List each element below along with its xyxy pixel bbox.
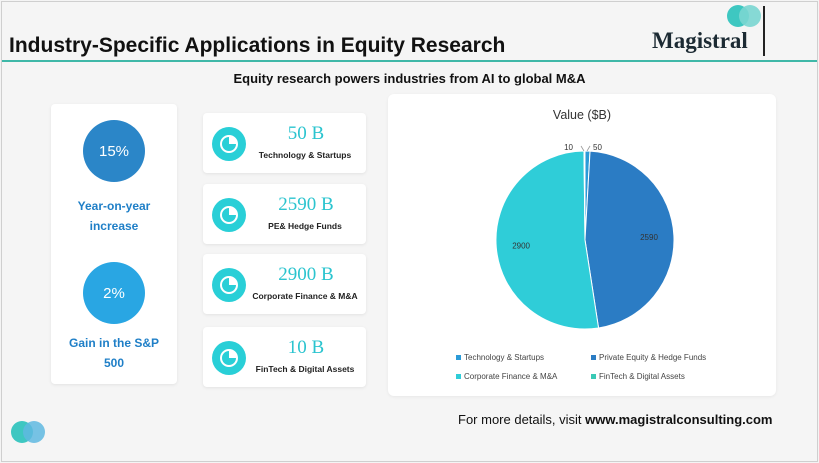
- legend-swatch: [456, 355, 461, 360]
- corner-logo-icon: [11, 421, 47, 443]
- stat-label-sp500: Gain in the S&P 500: [56, 333, 172, 373]
- value-card-technology: 50 B Technology & Startups: [203, 113, 366, 173]
- stat-label-line: increase: [89, 219, 139, 233]
- pie-data-label: 10: [564, 143, 573, 152]
- stat-bubble-yoy: 15%: [83, 120, 145, 182]
- card-value: 10 B: [287, 337, 325, 358]
- footer-prefix: For more details, visit: [458, 412, 586, 427]
- value-card-pe-hedge: 2590 B PE& Hedge Funds: [203, 184, 366, 244]
- logo-divider: [763, 6, 765, 56]
- card-label: Corporate Finance & M&A: [252, 291, 358, 301]
- pie-chart-icon: [212, 268, 246, 302]
- pie-chart-icon: [212, 127, 246, 161]
- pie-data-label: 50: [593, 143, 602, 152]
- logo-mark-icon: [727, 5, 767, 27]
- legend-swatch: [591, 355, 596, 360]
- value-card-corporate-finance: 2900 B Corporate Finance & M&A: [203, 254, 366, 314]
- stat-label-line: Gain in the S&P: [68, 336, 159, 350]
- legend-swatch: [591, 374, 596, 379]
- footer-link[interactable]: www.magistralconsulting.com: [585, 412, 773, 427]
- card-label: Technology & Startups: [258, 150, 352, 160]
- logo-text: Magistral: [652, 28, 748, 53]
- legend-label: Corporate Finance & M&A: [464, 372, 558, 381]
- stat-bubble-sp500: 2%: [83, 262, 145, 324]
- card-label: PE& Hedge Funds: [268, 221, 342, 231]
- stat-label-line: Year-on-year: [77, 199, 151, 213]
- card-value: 2900 B: [278, 264, 334, 285]
- pie-chart-icon: [212, 341, 246, 375]
- pie-chart-icon: [212, 198, 246, 232]
- chart-title: Value ($B): [552, 108, 612, 122]
- pie-leader-line: [586, 145, 591, 152]
- page-title: Industry-Specific Applications in Equity…: [9, 34, 506, 57]
- header-divider: [2, 60, 817, 62]
- footer-text: For more details, visit www.magistralcon…: [458, 412, 772, 427]
- stat-label-line: 500: [103, 356, 125, 370]
- legend-swatch: [456, 374, 461, 379]
- pie-data-label: 2900: [512, 241, 530, 250]
- card-value: 50 B: [287, 123, 325, 144]
- pie-slice: [495, 150, 600, 330]
- page-subtitle: Equity research powers industries from A…: [233, 71, 586, 86]
- stat-label-yoy: Year-on-year increase: [56, 196, 172, 236]
- value-card-fintech: 10 B FinTech & Digital Assets: [203, 327, 366, 387]
- pie-chart: 50 2590 2900 10 Technology & Startups Private…: [456, 143, 706, 381]
- pie-data-label: 2590: [640, 233, 658, 242]
- card-label: FinTech & Digital Assets: [255, 364, 355, 374]
- legend-label: FinTech & Digital Assets: [599, 372, 685, 381]
- pie-leader-line: [580, 145, 585, 152]
- pie-slice: [583, 150, 586, 241]
- card-value: 2590 B: [278, 194, 334, 215]
- legend-label: Technology & Startups: [464, 353, 544, 362]
- legend-label: Private Equity & Hedge Funds: [599, 353, 706, 362]
- pie-slice: [584, 150, 675, 329]
